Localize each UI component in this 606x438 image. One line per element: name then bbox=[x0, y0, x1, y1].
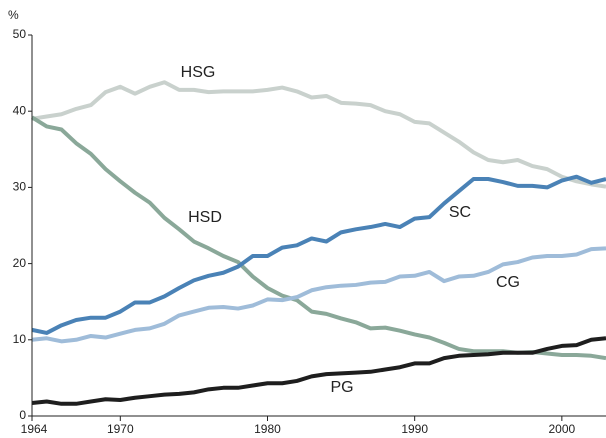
series-label: HSD bbox=[188, 209, 222, 226]
series-label: HSG bbox=[181, 64, 216, 81]
y-tick-label: 0 bbox=[19, 408, 26, 422]
series-label: PG bbox=[330, 379, 353, 396]
x-tick-label: 1990 bbox=[401, 422, 428, 436]
x-tick-label: 2000 bbox=[548, 422, 575, 436]
y-tick-label: 50 bbox=[13, 27, 27, 41]
series-line bbox=[31, 336, 606, 406]
series-line bbox=[31, 246, 606, 344]
series-line bbox=[31, 80, 606, 189]
y-tick-label: 10 bbox=[13, 332, 27, 346]
series-line bbox=[30, 115, 606, 361]
y-tick-label: 20 bbox=[13, 256, 27, 270]
series-label: SC bbox=[449, 204, 471, 221]
y-unit: % bbox=[8, 8, 19, 22]
y-tick-label: 30 bbox=[13, 180, 27, 194]
x-tick-label: 1980 bbox=[254, 422, 281, 436]
x-tick-label: 1964 bbox=[21, 422, 48, 436]
x-tick-label: 1970 bbox=[107, 422, 134, 436]
series-label: CG bbox=[496, 274, 520, 291]
y-tick-label: 40 bbox=[13, 103, 27, 117]
series-line bbox=[31, 174, 606, 335]
